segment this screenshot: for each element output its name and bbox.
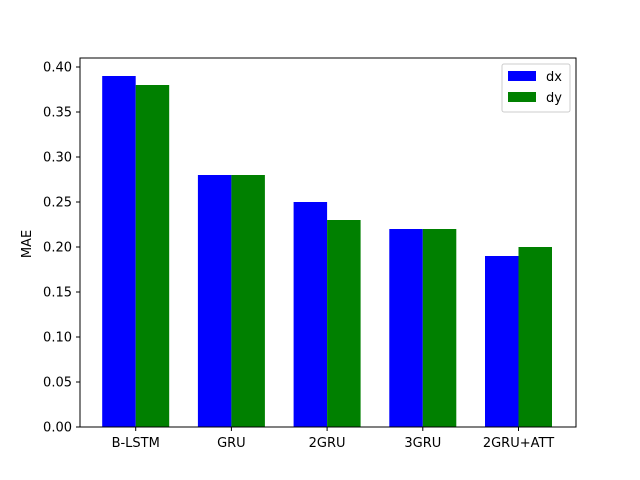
y-tick-label: 0.20 bbox=[43, 241, 72, 256]
legend-label-dy: dy bbox=[546, 91, 562, 106]
y-tick-label: 0.00 bbox=[43, 421, 72, 436]
axes-group: 0.00 0.05 0.10 0.15 0.20 0.25 0.30 0.35 0.40 B-LS… bbox=[43, 57, 577, 451]
y-tick-label: 0.30 bbox=[43, 151, 72, 166]
bar-dx-gru bbox=[197, 175, 232, 427]
x-tick-label: 2GRU+ATT bbox=[483, 436, 554, 451]
y-axis-title: MAE bbox=[20, 230, 35, 258]
bar-dy-gru bbox=[231, 175, 265, 427]
bar-dx-3gru bbox=[389, 229, 423, 427]
legend-swatch-dy bbox=[508, 92, 536, 102]
bar-dy-2gru bbox=[327, 220, 361, 427]
bar-dx-2gru bbox=[293, 202, 328, 427]
y-tick-label: 0.25 bbox=[43, 196, 72, 211]
legend-swatch-dx bbox=[508, 71, 536, 81]
x-tick-label: 2GRU bbox=[309, 436, 346, 451]
y-tick-label: 0.05 bbox=[43, 376, 72, 391]
legend-label-dx: dx bbox=[546, 70, 562, 85]
y-tick-label: 0.15 bbox=[43, 286, 72, 301]
legend: dx dy bbox=[501, 63, 571, 113]
bars-group bbox=[102, 76, 552, 427]
bar-dy-b-lstm bbox=[135, 85, 170, 427]
plot-frame bbox=[79, 57, 577, 428]
x-tick-label: B-LSTM bbox=[112, 436, 160, 451]
bar-dx-b-lstm bbox=[102, 76, 136, 427]
y-tick-label: 0.10 bbox=[43, 331, 72, 346]
bar-dx-2gru-att bbox=[485, 256, 519, 427]
y-tick-label: 0.40 bbox=[43, 61, 72, 76]
x-tick-label: 3GRU bbox=[404, 436, 441, 451]
bar-dy-2gru-att bbox=[518, 247, 552, 427]
y-tick-label: 0.35 bbox=[43, 106, 72, 121]
bar-dy-3gru bbox=[422, 229, 457, 427]
x-tick-label: GRU bbox=[217, 436, 246, 451]
